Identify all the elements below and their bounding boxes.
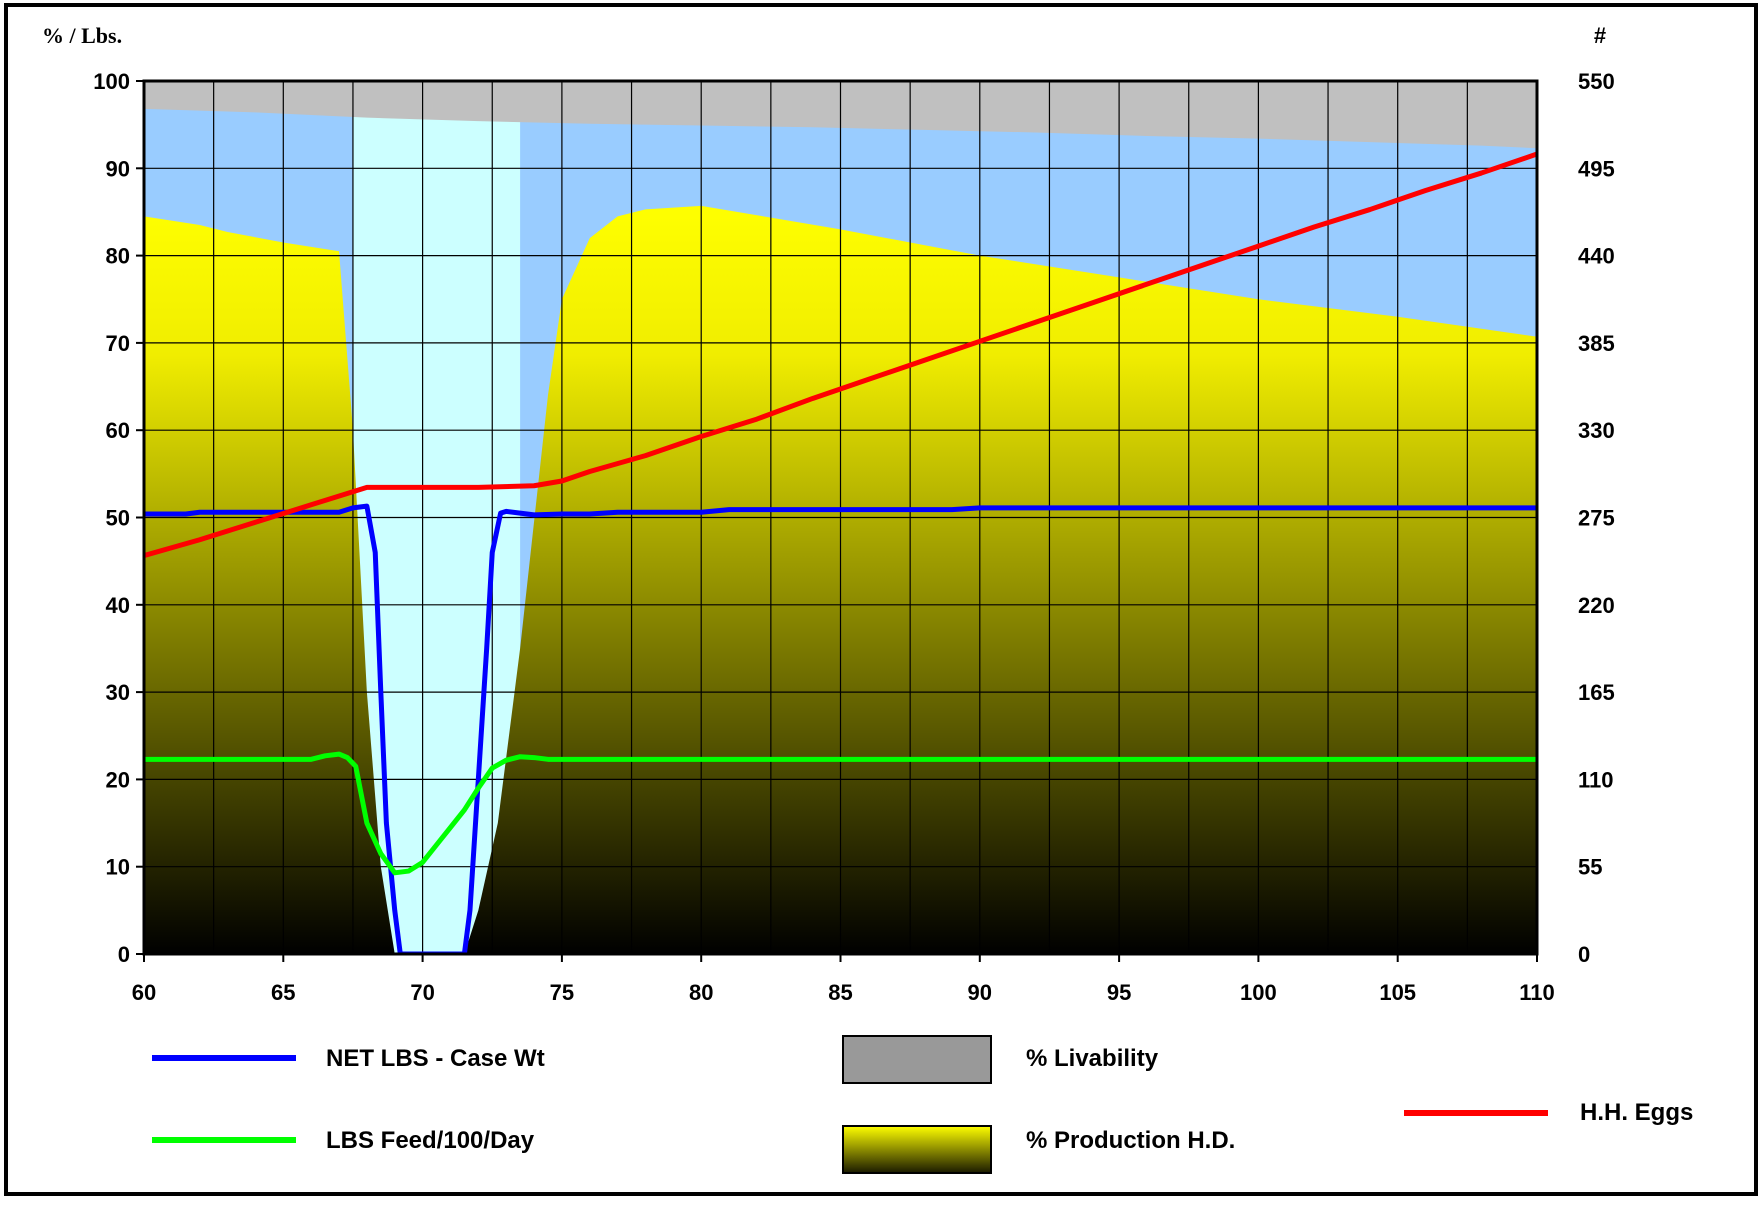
y-right-tick-label: 165 bbox=[1578, 680, 1615, 705]
y-right-tick-label: 550 bbox=[1578, 69, 1615, 94]
series-line-lbs-feed-100-day bbox=[144, 751, 1537, 876]
x-tick-label: 110 bbox=[1519, 980, 1555, 1005]
series-line-h-h-eggs bbox=[144, 151, 1537, 559]
x-tick-label: 105 bbox=[1379, 980, 1416, 1005]
axis-ticks: 0 10 20 30 40 50 60 70 80 90 100 0 55 110 165 220 275 330… bbox=[93, 69, 1614, 1005]
y-right-tick-label: 220 bbox=[1578, 593, 1615, 618]
x-tick-label: 70 bbox=[410, 980, 434, 1005]
gridlines bbox=[143, 80, 1538, 955]
y-left-tick-label: 30 bbox=[106, 680, 130, 705]
legend-swatch-box bbox=[842, 1035, 992, 1084]
y-left-tick-label: 20 bbox=[106, 767, 130, 792]
y-right-tick-label: 55 bbox=[1578, 855, 1602, 880]
left-axis-title: % / Lbs. bbox=[42, 23, 122, 48]
right-axis-title: # bbox=[1594, 23, 1606, 48]
legend-label: NET LBS - Case Wt bbox=[326, 1045, 545, 1072]
y-right-tick-label: 330 bbox=[1578, 418, 1615, 443]
legend-label: LBS Feed/100/Day bbox=[326, 1127, 535, 1154]
legend-label: % Livability bbox=[1026, 1045, 1159, 1072]
line-series bbox=[144, 151, 1537, 954]
x-tick-label: 60 bbox=[132, 980, 156, 1005]
y-left-tick-label: 60 bbox=[106, 418, 130, 443]
y-left-tick-label: 90 bbox=[106, 156, 130, 181]
x-tick-label: 75 bbox=[550, 980, 574, 1005]
legend-label: H.H. Eggs bbox=[1580, 1099, 1693, 1126]
y-right-tick-label: 495 bbox=[1578, 156, 1615, 181]
y-right-tick-label: 275 bbox=[1578, 506, 1615, 531]
legend: NET LBS - Case Wt % Livability H.H. Eggs LB… bbox=[152, 1035, 1693, 1174]
y-left-tick-label: 70 bbox=[106, 331, 130, 356]
y-right-tick-label: 440 bbox=[1578, 244, 1615, 269]
x-tick-label: 65 bbox=[271, 980, 295, 1005]
x-tick-label: 80 bbox=[689, 980, 713, 1005]
legend-swatch-gradient bbox=[842, 1125, 992, 1174]
y-left-tick-label: 10 bbox=[106, 855, 130, 880]
y-right-tick-label: 110 bbox=[1578, 767, 1614, 792]
y-right-tick-label: 385 bbox=[1578, 331, 1615, 356]
y-left-tick-label: 100 bbox=[93, 69, 130, 94]
y-left-tick-label: 40 bbox=[106, 593, 130, 618]
x-tick-label: 95 bbox=[1107, 980, 1131, 1005]
series-line-net-lbs-case-wt bbox=[144, 503, 1537, 954]
y-left-tick-label: 0 bbox=[118, 942, 130, 967]
y-left-tick-label: 50 bbox=[106, 506, 130, 531]
legend-label: % Production H.D. bbox=[1026, 1127, 1235, 1154]
y-left-tick-label: 80 bbox=[106, 244, 130, 269]
y-right-tick-label: 0 bbox=[1578, 942, 1590, 967]
x-tick-label: 90 bbox=[968, 980, 992, 1005]
x-tick-label: 100 bbox=[1240, 980, 1277, 1005]
x-tick-label: 85 bbox=[828, 980, 852, 1005]
